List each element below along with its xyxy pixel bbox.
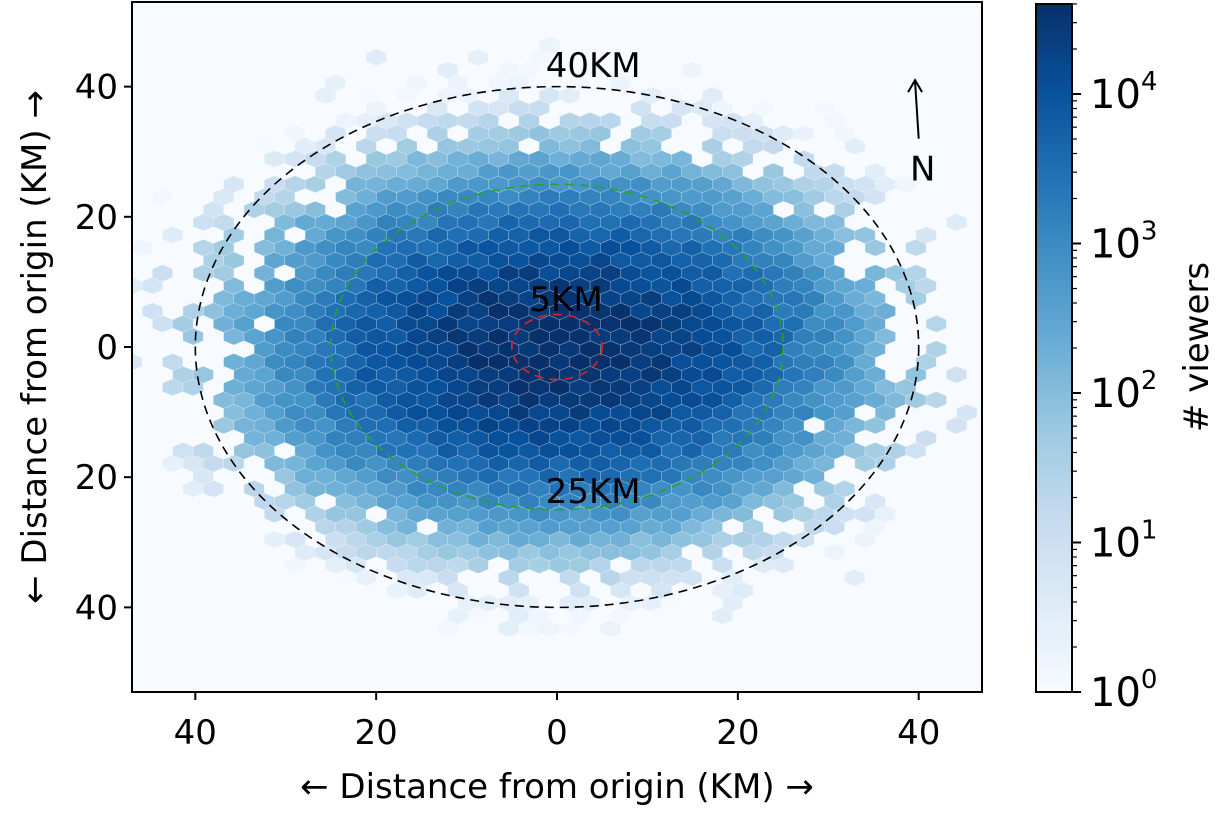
- hexbin-cell: [152, 264, 173, 282]
- y-tick-label: 40: [75, 68, 118, 108]
- y-tick-label: 0: [96, 328, 118, 368]
- x-tick-label: 20: [716, 713, 759, 753]
- north-label: N: [910, 150, 935, 190]
- x-tick-label: 40: [174, 713, 217, 753]
- hexbin-cell: [681, 61, 703, 79]
- colorbar-tick-label: 104: [1090, 67, 1157, 118]
- hexbin-cell: [946, 213, 968, 232]
- hexbin-cell: [467, 48, 489, 67]
- hexbin-cells: [132, 35, 978, 638]
- hexbin-cell: [925, 315, 947, 333]
- y-tick-label: 20: [75, 198, 118, 238]
- circle-40km: [194, 85, 920, 609]
- hexbin-cell: [752, 99, 774, 117]
- hexbin-cell: [192, 442, 214, 460]
- hexbin-cell: [406, 73, 428, 92]
- hexbin-cell: [355, 86, 377, 105]
- hexbin-cell: [304, 200, 326, 219]
- hexbin-cell: [925, 391, 947, 409]
- hexbin-cell: [946, 365, 968, 384]
- hexbin-cell: [223, 175, 245, 194]
- hexbin-cell: [813, 99, 835, 117]
- hexbin-cell: [162, 353, 184, 371]
- hexbin-cell: [325, 73, 347, 92]
- colorbar-ticks: 100 101 102 103 104: [1072, 3, 1157, 716]
- y-tick-label: 40: [75, 588, 118, 628]
- circle-5km: [510, 313, 604, 381]
- hexbin-cell: [762, 162, 784, 181]
- hexbin-cell: [671, 150, 693, 168]
- hexbin-cell: [284, 530, 306, 549]
- hexbin-cell: [915, 226, 937, 244]
- x-tick-label: 40: [897, 713, 940, 753]
- label-5km: 5KM: [529, 280, 602, 320]
- label-25km: 25KM: [546, 472, 641, 512]
- hexbin-cell: [823, 543, 845, 562]
- x-tick-label: 0: [546, 713, 568, 753]
- hexbin-cell: [132, 238, 153, 257]
- x-ticks: 40 20 0 20 40: [174, 692, 940, 753]
- hexbin-cell: [925, 340, 947, 359]
- x-axis-label: ← Distance from origin (KM) →: [300, 767, 814, 807]
- colorbar-tick-label: 103: [1090, 217, 1157, 268]
- hexbin-cell: [854, 226, 876, 244]
- hexbin-cell: [864, 162, 886, 181]
- hexbin-cell: [365, 48, 387, 67]
- colorbar-tick-label: 102: [1090, 366, 1157, 417]
- circle-25km: [330, 183, 784, 511]
- hexbin-cell: [915, 429, 937, 447]
- hexbin-cell: [141, 302, 163, 321]
- y-ticks: 40 20 0 20 40: [75, 68, 132, 628]
- hexbin-cell: [437, 61, 459, 79]
- colorbar-label: # viewers: [1177, 262, 1216, 432]
- x-tick-label: 20: [355, 713, 398, 753]
- colorbar: [1035, 3, 1073, 693]
- colorbar-tick-label: 100: [1090, 665, 1157, 716]
- colorbar-tick-label: 101: [1090, 516, 1157, 567]
- hexbin-cell: [956, 403, 978, 422]
- north-arrow-head: [907, 78, 923, 93]
- hexbin-cell: [823, 162, 845, 181]
- hexbin-cell: [661, 86, 683, 105]
- annotations: 5KM 25KM 40KM N: [529, 46, 935, 512]
- distance-circles: [194, 85, 920, 609]
- hexbin-cell: [284, 124, 306, 143]
- y-axis-label: ← Distance from origin (KM) →: [15, 90, 55, 604]
- hexbin-cell: [132, 353, 143, 371]
- hexbin-cell: [864, 492, 886, 511]
- hexbin-cell: [152, 188, 173, 206]
- hexbin-cell: [253, 137, 275, 155]
- hexbin-cell: [538, 35, 560, 54]
- hexbin-cell: [620, 61, 642, 79]
- label-40km: 40KM: [546, 46, 641, 86]
- hexbin-cell: [844, 568, 866, 587]
- y-tick-label: 20: [75, 458, 118, 498]
- hexbin-cell: [834, 480, 856, 498]
- hexbin-cell: [793, 124, 815, 143]
- hexbin-cell: [599, 111, 622, 130]
- hexbin-cell: [701, 86, 723, 105]
- north-arrow-shaft: [914, 82, 920, 139]
- hexbin-cell: [162, 226, 184, 244]
- hexbin-cell: [579, 61, 601, 79]
- hexbin-cell: [895, 175, 917, 194]
